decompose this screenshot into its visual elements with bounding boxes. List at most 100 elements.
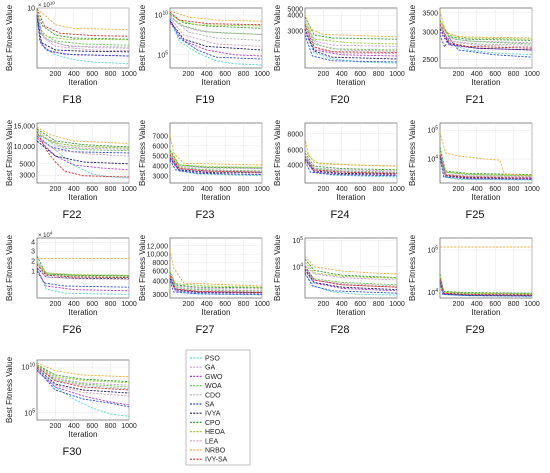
x-tick-label: 400 [201, 186, 213, 193]
x-tick-label: 800 [105, 186, 117, 193]
series-line-sa [36, 270, 130, 288]
x-tick-label: 800 [508, 71, 520, 78]
series-line-ivya [304, 28, 398, 60]
series-line-sa [169, 281, 263, 295]
series-line-cpo [439, 19, 533, 41]
x-tick-label: 800 [373, 71, 385, 78]
series-line-sa [36, 369, 130, 408]
x-tick-label: 200 [50, 186, 62, 193]
panel-title: F19 [196, 94, 215, 106]
series-line-ga [169, 152, 263, 170]
x-tick-label: 200 [183, 301, 195, 308]
x-tick-label: 600 [219, 186, 231, 193]
legend-label-ga: GA [205, 365, 215, 372]
y-tick-label: 5000 [152, 154, 168, 161]
x-tick-label: 200 [453, 301, 465, 308]
x-tick-label: 200 [183, 186, 195, 193]
x-tick-label: 400 [336, 186, 348, 193]
x-tick-label: 800 [238, 186, 250, 193]
x-tick-label: 1000 [254, 71, 270, 78]
series-line-ivya [169, 157, 263, 174]
series-line-cpo [304, 16, 398, 40]
x-tick-label: 800 [105, 71, 117, 78]
series-line-gwo [304, 159, 398, 176]
plot-area [36, 359, 130, 421]
x-tick-label: 600 [489, 301, 501, 308]
x-tick-label: 600 [86, 186, 98, 193]
y-tick-label: 105 [24, 408, 35, 417]
series-line-ivya [439, 28, 533, 51]
x-tick-label: 600 [219, 71, 231, 78]
x-tick-label: 600 [86, 301, 98, 308]
series-line-ivy-sa [439, 278, 533, 296]
series-line-nrbo [439, 10, 533, 39]
x-axis-label: Iteration [202, 78, 231, 87]
y-tick-label: 8000 [152, 260, 168, 267]
series-line-nrbo [169, 10, 263, 22]
legend-label-cpo: CPO [205, 420, 221, 427]
y-tick-label: 105 [292, 236, 303, 245]
x-tick-label: 1000 [254, 186, 270, 193]
plot-area [169, 7, 263, 69]
x-tick-label: 800 [105, 301, 117, 308]
legend-label-gwo: GWO [205, 374, 223, 381]
series-line-ivya [36, 140, 130, 165]
x-tick-label: 400 [68, 186, 80, 193]
y-axis-label: Best Fitness Value [273, 234, 282, 301]
y-tick-exponent: 5 [435, 126, 438, 132]
y-axis-label: Best Fitness Value [138, 234, 147, 301]
y-tick-exponent: 6 [435, 246, 438, 252]
legend-label-woa: WOA [205, 383, 222, 390]
chart-f25: 200 400 600 800 1000 105 104 Iteration Best Fitn… [408, 119, 540, 221]
x-tick-label: 600 [354, 71, 366, 78]
x-tick-label: 600 [219, 301, 231, 308]
series-line-gwo [304, 270, 398, 292]
x-tick-label: 600 [354, 301, 366, 308]
series-line-lea [439, 25, 533, 48]
y-tick-label: 1 [31, 269, 35, 276]
x-tick-label: 200 [50, 71, 62, 78]
y-tick-label: 10,000 [14, 144, 36, 151]
series-line-ivy-sa [169, 154, 263, 173]
series-line-ivy-sa [304, 156, 398, 174]
series-line-heoa [36, 129, 130, 149]
y-tick-exponent: 5 [165, 50, 168, 56]
x-tick-label: 600 [354, 186, 366, 193]
series-line-ga [169, 273, 263, 290]
y-tick-exponent: 10 [162, 11, 168, 17]
series-line-ivya [304, 158, 398, 175]
y-axis-label: Best Fitness Value [138, 4, 147, 71]
x-tick-label: 1000 [121, 423, 137, 430]
series-line-pso [304, 31, 398, 64]
y-tick-label: 4 [31, 240, 35, 247]
x-tick-label: 600 [489, 186, 501, 193]
series-line-nrbo [36, 126, 130, 144]
series-line-ivya [36, 15, 130, 53]
series-line-gwo [439, 31, 533, 51]
x-tick-label: 400 [336, 71, 348, 78]
series-line-cpo [169, 272, 263, 289]
series-line-pso [304, 273, 398, 296]
series-line-sa [304, 34, 398, 63]
y-tick-exponent: 4 [435, 288, 438, 294]
series-line-ga [304, 264, 398, 281]
series-line-cpo [36, 255, 130, 277]
series-line-nrbo [169, 249, 263, 287]
series-line-sa [169, 18, 263, 60]
x-tick-label: 1000 [389, 301, 405, 308]
series-line-cpo [36, 364, 130, 383]
y-tick-label: 2500 [422, 57, 438, 64]
series-line-ga [36, 365, 130, 386]
x-tick-label: 800 [508, 186, 520, 193]
chart-f23: 200 400 600 800 1000 3000 4000 5000 6000 7000 Iter… [138, 119, 270, 221]
y-tick-label: 1010 [155, 11, 169, 20]
y-tick-label: 10,000 [147, 252, 169, 259]
series-line-ivya [36, 267, 130, 280]
series-line-ivya [169, 20, 263, 51]
panel-title: F18 [63, 94, 82, 106]
series-line-cdo [169, 16, 263, 41]
x-tick-label: 800 [373, 186, 385, 193]
x-tick-label: 800 [238, 301, 250, 308]
x-axis-label: Iteration [472, 193, 501, 202]
